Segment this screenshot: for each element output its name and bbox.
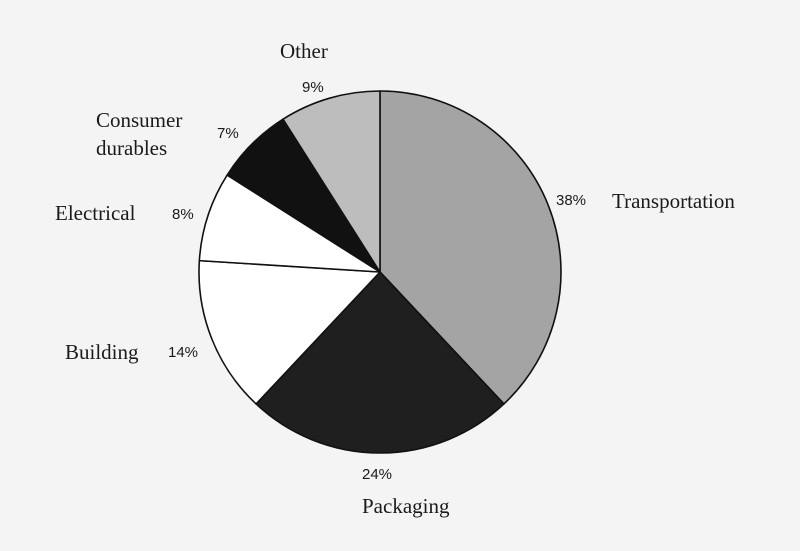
slice-label-consumer-durables: Consumer durables [96, 108, 188, 160]
slice-value-building: 14% [168, 344, 198, 361]
slice-label-building: Building [65, 340, 139, 364]
slice-label-other: Other [280, 39, 328, 63]
slice-label-consumer-durables-line1: Consumer [96, 108, 182, 132]
pie-slice-building [198, 259, 381, 405]
slice-label-transportation: Transportation [612, 189, 735, 213]
pie-slice-other [282, 90, 381, 273]
slice-label-packaging: Packaging [362, 494, 450, 518]
pie-slice-transportation [379, 90, 562, 405]
slice-value-transportation: 38% [556, 192, 586, 209]
slice-label-consumer-durables-line2: durables [96, 136, 167, 160]
slice-value-electrical: 8% [172, 206, 194, 223]
slice-label-electrical: Electrical [55, 201, 136, 225]
slice-value-consumer-durables: 7% [217, 125, 239, 142]
pie-slice-packaging [255, 271, 505, 454]
pie-slice-electrical [198, 174, 381, 273]
slice-value-other: 9% [302, 79, 324, 96]
slice-value-packaging: 24% [362, 466, 392, 483]
pie-slices [198, 90, 562, 454]
